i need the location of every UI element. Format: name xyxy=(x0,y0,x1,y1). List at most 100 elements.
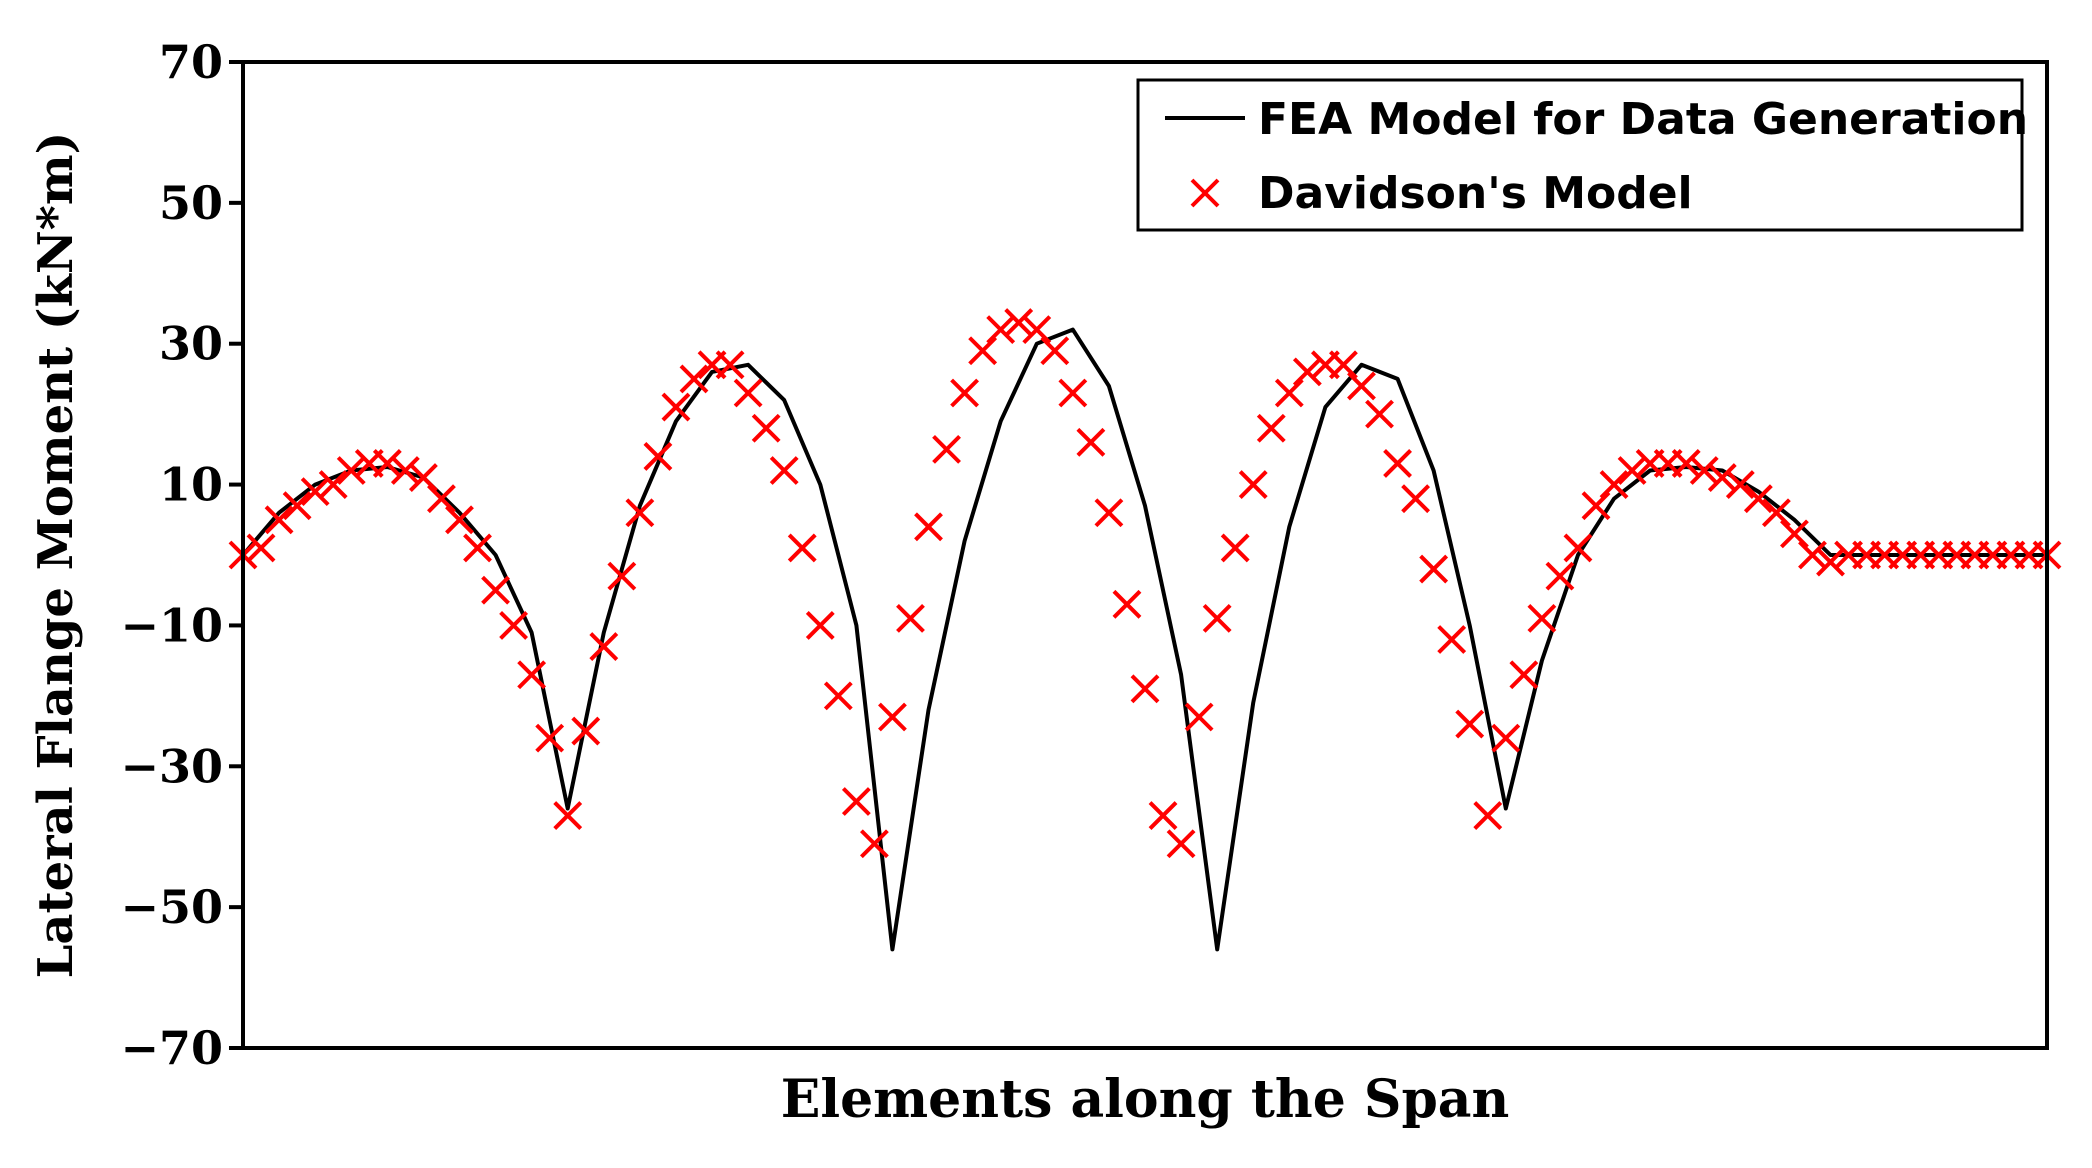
marker-stroke xyxy=(1743,484,1773,514)
data-point-davidson xyxy=(1220,533,1250,563)
marker-stroke xyxy=(1401,484,1431,514)
data-point-davidson xyxy=(372,449,402,478)
marker-stroke xyxy=(1329,350,1358,380)
plot-frame xyxy=(241,60,2049,1050)
marker-stroke xyxy=(1581,491,1611,521)
marker-stroke xyxy=(1076,427,1106,457)
data-point-davidson xyxy=(1022,315,1052,345)
data-point-davidson xyxy=(1509,660,1539,690)
data-point-davidson xyxy=(1238,470,1268,499)
data-point-davidson xyxy=(1671,449,1701,478)
marker-stroke xyxy=(625,498,655,528)
marker-stroke xyxy=(1527,603,1557,633)
marker-stroke xyxy=(1563,533,1593,563)
marker-stroke xyxy=(679,364,709,394)
marker-stroke xyxy=(1004,308,1034,337)
marker-stroke xyxy=(1419,554,1449,584)
marker-stroke xyxy=(1202,603,1232,633)
marker-stroke xyxy=(1256,413,1286,443)
data-point-davidson xyxy=(589,632,619,661)
data-point-davidson xyxy=(1274,378,1304,408)
marker-stroke xyxy=(1190,178,1220,208)
data-point-davidson xyxy=(607,561,637,591)
marker-stroke xyxy=(553,801,583,830)
data-point-davidson xyxy=(1527,603,1557,633)
plot-area xyxy=(228,308,2062,952)
marker-stroke xyxy=(841,787,871,816)
marker-stroke xyxy=(445,505,474,535)
y-tick-label: −70 xyxy=(120,1021,223,1075)
marker-stroke xyxy=(607,561,637,591)
marker-stroke xyxy=(571,716,601,746)
y-axis-label: Lateral Flange Moment (kN*m) xyxy=(28,132,84,979)
data-point-davidson xyxy=(1780,519,1809,549)
data-point-davidson xyxy=(445,505,474,535)
marker-stroke xyxy=(823,681,853,711)
marker-stroke xyxy=(1383,449,1412,478)
marker-stroke xyxy=(1166,829,1196,859)
y-tick-label: 10 xyxy=(159,458,223,512)
data-point-davidson xyxy=(805,611,835,640)
marker-stroke xyxy=(1437,625,1467,654)
data-point-davidson xyxy=(841,787,871,816)
marker-stroke xyxy=(1780,519,1809,549)
data-point-davidson xyxy=(1094,498,1124,528)
marker-stroke xyxy=(517,660,547,690)
data-point-davidson xyxy=(1581,491,1611,521)
marker-stroke xyxy=(715,350,745,380)
legend: FEA Model for Data Generation Davidson's… xyxy=(1136,78,2028,232)
marker-stroke xyxy=(1292,357,1322,387)
marker-stroke xyxy=(463,533,492,563)
data-point-davidson xyxy=(1419,554,1449,584)
data-point-davidson xyxy=(1058,378,1088,408)
marker-stroke xyxy=(246,533,276,563)
data-point-davidson xyxy=(878,702,907,732)
data-point-davidson xyxy=(1184,702,1214,732)
marker-stroke xyxy=(1707,463,1737,492)
data-point-davidson xyxy=(390,456,420,485)
data-point-davidson xyxy=(336,456,366,485)
data-point-davidson xyxy=(1707,463,1737,492)
data-point-davidson xyxy=(1112,589,1142,619)
marker-stroke xyxy=(1509,660,1539,690)
data-point-davidson xyxy=(986,315,1016,345)
marker-stroke xyxy=(1184,702,1214,732)
data-point-davidson xyxy=(246,533,276,563)
marker-stroke xyxy=(1599,470,1629,499)
data-point-davidson xyxy=(1491,723,1521,753)
marker-stroke xyxy=(1491,723,1521,753)
marker-stroke xyxy=(300,477,330,507)
marker-stroke xyxy=(282,491,312,521)
data-point-davidson xyxy=(571,716,601,746)
data-point-davidson xyxy=(282,491,312,521)
data-point-davidson xyxy=(914,512,943,542)
data-point-davidson xyxy=(1202,603,1232,633)
marker-stroke xyxy=(1274,378,1304,408)
marker-stroke xyxy=(1058,378,1088,408)
data-point-davidson xyxy=(1599,470,1629,499)
data-point-davidson xyxy=(517,660,547,690)
data-point-davidson xyxy=(1401,484,1431,514)
marker-stroke xyxy=(1148,801,1178,830)
data-point-davidson xyxy=(1798,540,1827,570)
data-point-davidson xyxy=(896,603,925,633)
marker-stroke xyxy=(481,575,510,605)
x-axis-label: Elements along the Span xyxy=(781,1069,1510,1130)
marker-stroke xyxy=(661,392,691,422)
marker-stroke xyxy=(787,533,817,563)
legend-entry-fea: FEA Model for Data Generation xyxy=(1258,94,2028,145)
marker-stroke xyxy=(733,378,763,408)
marker-stroke xyxy=(1022,315,1052,345)
y-tick-label: 30 xyxy=(159,317,223,371)
y-axis: 70 50 30 10 −10 −30 −50 −70 xyxy=(120,35,243,1075)
marker-stroke xyxy=(535,723,565,753)
data-point-davidson xyxy=(1816,547,1845,577)
data-point-davidson xyxy=(1761,498,1791,528)
y-tick-label: −50 xyxy=(120,880,223,934)
y-tick-label: −10 xyxy=(120,598,223,652)
marker-stroke xyxy=(1347,371,1376,401)
data-point-davidson xyxy=(481,575,510,605)
data-point-davidson xyxy=(1473,801,1503,830)
data-point-davidson xyxy=(679,364,709,394)
